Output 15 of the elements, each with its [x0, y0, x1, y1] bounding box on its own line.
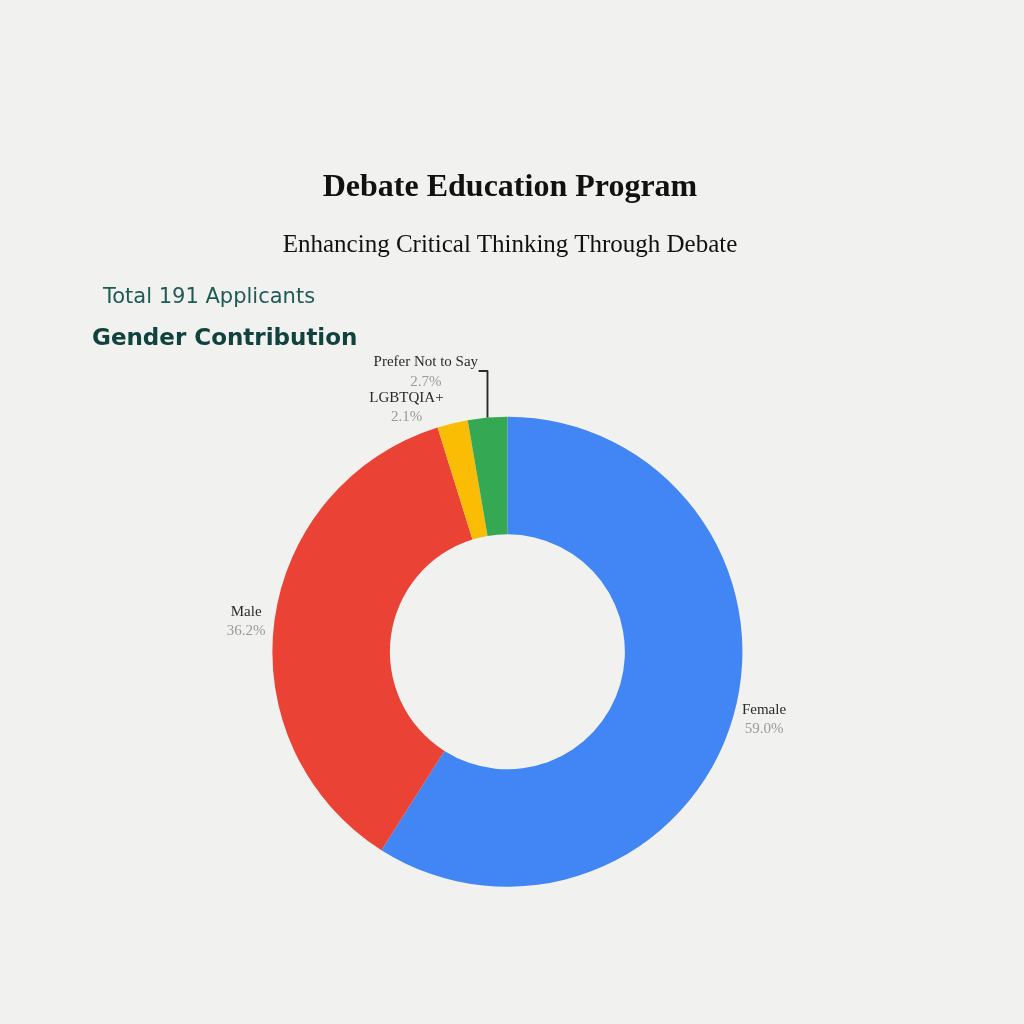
donut-slice [467, 416, 508, 536]
slice-label: Prefer Not to Say [373, 353, 479, 370]
slice-label: Female [741, 700, 787, 717]
data-label: 59.0% [744, 720, 784, 737]
chart-title: Debate Education Program [322, 167, 698, 204]
donut-slice [272, 427, 473, 851]
data-label: 36.2% [226, 622, 266, 639]
donut-slice [437, 420, 488, 540]
slice-label: LGBTQIA+ [369, 388, 444, 405]
text: Gender Contribution [92, 324, 358, 350]
data-label: 2.7% [410, 372, 442, 389]
chart-subtitle: Enhancing Critical Thinking Through Debate [282, 229, 738, 257]
text: Total 191 Applicants [102, 284, 316, 308]
data-label: 2.1% [390, 408, 423, 425]
slice-label: Male [230, 602, 262, 619]
